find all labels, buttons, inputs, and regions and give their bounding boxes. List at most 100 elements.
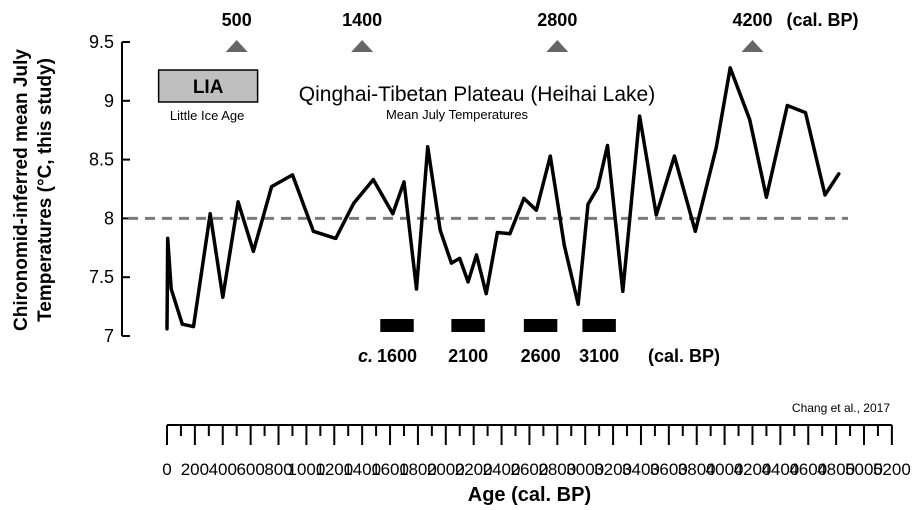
data-point: [714, 146, 718, 150]
top-event-markers: 500 1400 2800 4200: [222, 10, 773, 52]
y-tick-label: 8.5: [89, 150, 114, 170]
x-axis-title: Age (cal. BP): [468, 484, 591, 506]
x-tick-label: 4800: [817, 460, 855, 479]
event-triangle: [351, 40, 374, 52]
data-point: [548, 154, 552, 158]
bottom-event-bars: c. 1600 2100 2600 3100: [358, 319, 619, 366]
data-point: [621, 289, 625, 293]
top-event-label: 4200: [732, 10, 772, 30]
event-bar: [380, 319, 414, 332]
x-tick-label: 4400: [761, 460, 799, 479]
x-tick-label: 1800: [399, 460, 437, 479]
lia-caption: Little Ice Age: [170, 108, 244, 123]
data-point: [728, 66, 732, 70]
data-point: [672, 154, 677, 158]
y-tick-label: 7: [104, 326, 114, 346]
x-tick-label: 400: [209, 460, 237, 479]
x-tick-label: 1000: [287, 460, 325, 479]
y-tick-label: 9: [104, 91, 114, 111]
data-point: [748, 118, 752, 122]
lia-box: [157, 69, 259, 103]
bottom-event-label: 2100: [448, 346, 488, 366]
event-triangle: [741, 40, 764, 52]
data-point: [534, 208, 539, 212]
data-point: [251, 249, 256, 253]
x-tick-label: 200: [181, 460, 209, 479]
bottom-event-label: 1600: [377, 346, 417, 366]
data-point: [236, 200, 240, 204]
data-point: [269, 185, 274, 189]
data-point: [352, 201, 356, 205]
data-point: [438, 228, 442, 232]
data-point: [458, 256, 462, 260]
data-point: [803, 110, 808, 115]
top-event-label: 1400: [342, 10, 382, 30]
chart-title: Qinghai-Tibetan Plateau (Heihai Lake): [299, 83, 655, 106]
data-point: [334, 236, 338, 240]
data-point: [605, 143, 610, 148]
x-tick-label: 4000: [706, 460, 744, 479]
x-tick-label: 3600: [650, 460, 688, 479]
x-tick-label: 5000: [845, 460, 883, 479]
x-tick-label: 3800: [678, 460, 716, 479]
data-point: [637, 114, 642, 118]
data-point: [426, 145, 430, 149]
x-tick-label: 3400: [622, 460, 660, 479]
top-event-label: 500: [222, 10, 252, 30]
x-tick-label: 800: [264, 460, 292, 479]
x-tick-label: 4600: [789, 460, 827, 479]
data-point: [586, 202, 590, 206]
data-point: [290, 173, 295, 177]
top-event-unit: (cal. BP): [786, 10, 858, 30]
y-tick-label: 7.5: [89, 267, 114, 287]
data-point: [562, 243, 566, 248]
data-point: [522, 196, 526, 201]
event-bar: [523, 319, 558, 332]
data-point: [191, 324, 196, 329]
x-tick-label: 5200: [873, 460, 911, 479]
data-point: [785, 103, 789, 108]
bottom-event-prefix: c.: [358, 346, 373, 366]
x-tick-label: 4200: [734, 460, 772, 479]
data-point: [402, 180, 406, 184]
data-point: [508, 232, 512, 236]
data-point: [221, 295, 225, 299]
event-triangle: [546, 40, 569, 52]
data-point: [165, 327, 169, 331]
event-bar: [582, 319, 616, 332]
temperature-series-points: [165, 66, 841, 331]
data-point: [169, 287, 173, 291]
data-point: [837, 172, 841, 176]
x-tick-label: 3200: [594, 460, 632, 479]
x-axis: 0 200 400 600 800100012001400160018002000220…: [162, 424, 911, 479]
data-point: [166, 236, 170, 240]
bottom-event-unit: (cal. BP): [648, 346, 720, 366]
data-point: [180, 322, 184, 326]
y-tick-label: 8: [104, 208, 114, 228]
data-point: [208, 212, 212, 216]
x-tick-label: 2400: [483, 460, 521, 479]
x-tick-label: 1200: [315, 460, 353, 479]
data-point: [474, 253, 479, 257]
data-point: [414, 287, 419, 291]
lia-label: LIA: [193, 77, 224, 98]
x-tick-label: 2200: [455, 460, 493, 479]
y-axis-title-line2: Temperatures (°C, this study): [35, 58, 56, 322]
data-point: [371, 177, 375, 182]
event-triangle: [225, 40, 248, 52]
x-tick-label: 3000: [566, 460, 604, 479]
data-point: [391, 212, 395, 216]
y-axis-title-line1: Chironomid-inferred mean July: [11, 49, 32, 331]
temperature-series-line: [165, 66, 841, 329]
data-point: [495, 230, 499, 235]
data-point: [484, 292, 488, 296]
source-credit: Chang et al., 2017: [792, 401, 890, 415]
x-tick-label: 1400: [343, 460, 381, 479]
data-point: [823, 193, 827, 197]
data-point: [764, 195, 769, 199]
data-point: [693, 229, 697, 233]
data-point: [311, 229, 315, 233]
event-bar: [451, 319, 485, 332]
bottom-event-label: 3100: [579, 346, 619, 366]
